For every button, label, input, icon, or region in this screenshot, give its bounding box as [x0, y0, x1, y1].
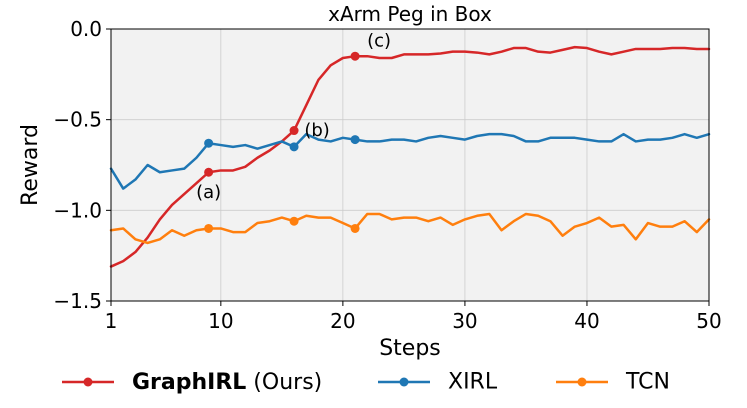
legend-label: XIRL [448, 370, 498, 395]
x-tick-label: 30 [452, 309, 477, 333]
data-point [289, 142, 299, 152]
data-point [204, 223, 214, 233]
chart-title: xArm Peg in Box [328, 2, 492, 26]
annotation-label: (b) [304, 120, 329, 141]
data-point [204, 167, 214, 177]
legend-label: TCN [625, 370, 670, 395]
y-axis-title: Reward [18, 124, 43, 206]
annotations: (a) (b) (c) [196, 31, 391, 203]
x-tick-label: 10 [208, 309, 233, 333]
x-tick-label: 1 [105, 309, 118, 333]
legend-marker [577, 377, 587, 387]
annotation-label: (a) [196, 182, 221, 203]
series-tcn [109, 212, 711, 245]
series-layer [109, 45, 711, 268]
data-point [350, 223, 360, 233]
series-graphirl [109, 45, 711, 268]
x-tick-label: 20 [330, 309, 355, 333]
legend-marker [399, 377, 409, 387]
y-tick-label: −1.5 [53, 289, 102, 313]
y-tick-label: 0.0 [70, 17, 102, 41]
legend-item-xirl: XIRL [378, 370, 498, 395]
axes: 1 10 20 30 40 50 0.0 −0.5 −1.0 −1.5 [53, 17, 721, 333]
annotation-label: (c) [367, 31, 391, 52]
legend-item-graphirl: GraphIRL (Ours) [62, 370, 322, 395]
legend-item-tcn: TCN [556, 370, 670, 395]
legend-marker [83, 377, 93, 387]
x-tick-label: 40 [574, 309, 599, 333]
legend: GraphIRL (Ours) XIRL TCN [62, 370, 670, 395]
series-xirl [109, 132, 711, 190]
y-tick-label: −0.5 [53, 108, 102, 132]
plot-area [111, 29, 709, 301]
plot-frame [110, 28, 710, 302]
x-axis-title: Steps [379, 336, 441, 361]
legend-label: GraphIRL (Ours) [132, 370, 322, 395]
y-tick-label: −1.0 [53, 198, 102, 222]
x-tick-label: 50 [696, 309, 721, 333]
data-point [350, 135, 360, 145]
data-point [350, 51, 360, 61]
data-point [204, 138, 214, 148]
data-point [289, 126, 299, 136]
data-point [289, 216, 299, 226]
